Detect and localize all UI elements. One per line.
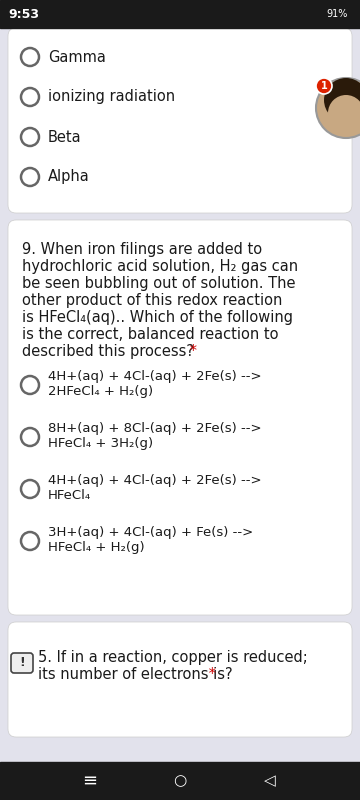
Circle shape xyxy=(328,95,360,131)
Text: *: * xyxy=(185,344,197,359)
Bar xyxy=(0,762,360,800)
Text: 5. If in a reaction, copper is reduced;: 5. If in a reaction, copper is reduced; xyxy=(38,650,308,665)
Bar xyxy=(0,0,360,28)
Text: ionizing radiation: ionizing radiation xyxy=(48,90,175,105)
Text: ≡: ≡ xyxy=(82,772,98,790)
Text: 9:53: 9:53 xyxy=(8,7,39,21)
Circle shape xyxy=(324,78,360,122)
Text: 91%: 91% xyxy=(327,9,348,19)
FancyBboxPatch shape xyxy=(8,622,352,737)
Text: 1: 1 xyxy=(321,81,327,91)
Circle shape xyxy=(316,78,360,138)
Text: 8H+(aq) + 8Cl-(aq) + 2Fe(s) -->: 8H+(aq) + 8Cl-(aq) + 2Fe(s) --> xyxy=(48,422,262,435)
FancyBboxPatch shape xyxy=(8,220,352,615)
FancyBboxPatch shape xyxy=(8,28,352,213)
Text: is HFeCl₄(aq).. Which of the following: is HFeCl₄(aq).. Which of the following xyxy=(22,310,293,325)
Text: described this process?: described this process? xyxy=(22,344,194,359)
Text: Gamma: Gamma xyxy=(48,50,106,65)
Text: 4H+(aq) + 4Cl-(aq) + 2Fe(s) -->: 4H+(aq) + 4Cl-(aq) + 2Fe(s) --> xyxy=(48,370,262,383)
Text: ○: ○ xyxy=(174,774,186,789)
Text: is the correct, balanced reaction to: is the correct, balanced reaction to xyxy=(22,327,279,342)
Circle shape xyxy=(316,78,332,94)
FancyBboxPatch shape xyxy=(11,653,33,673)
Text: ◁: ◁ xyxy=(264,774,276,789)
Text: be seen bubbling out of solution. The: be seen bubbling out of solution. The xyxy=(22,276,296,291)
Text: HFeCl₄ + H₂(g): HFeCl₄ + H₂(g) xyxy=(48,541,145,554)
Text: other product of this redox reaction: other product of this redox reaction xyxy=(22,293,282,308)
Text: its number of electrons is?: its number of electrons is? xyxy=(38,667,233,682)
Text: HFeCl₄: HFeCl₄ xyxy=(48,489,91,502)
Text: 3H+(aq) + 4Cl-(aq) + Fe(s) -->: 3H+(aq) + 4Cl-(aq) + Fe(s) --> xyxy=(48,526,253,539)
Text: Beta: Beta xyxy=(48,130,82,145)
Text: 4H+(aq) + 4Cl-(aq) + 2Fe(s) -->: 4H+(aq) + 4Cl-(aq) + 2Fe(s) --> xyxy=(48,474,262,487)
Text: HFeCl₄ + 3H₂(g): HFeCl₄ + 3H₂(g) xyxy=(48,437,153,450)
Text: Alpha: Alpha xyxy=(48,170,90,185)
Text: *: * xyxy=(204,667,216,682)
Text: 9. When iron filings are added to: 9. When iron filings are added to xyxy=(22,242,262,257)
Text: 2HFeCl₄ + H₂(g): 2HFeCl₄ + H₂(g) xyxy=(48,385,153,398)
Text: hydrochloric acid solution, H₂ gas can: hydrochloric acid solution, H₂ gas can xyxy=(22,259,298,274)
Text: !: ! xyxy=(19,657,25,670)
